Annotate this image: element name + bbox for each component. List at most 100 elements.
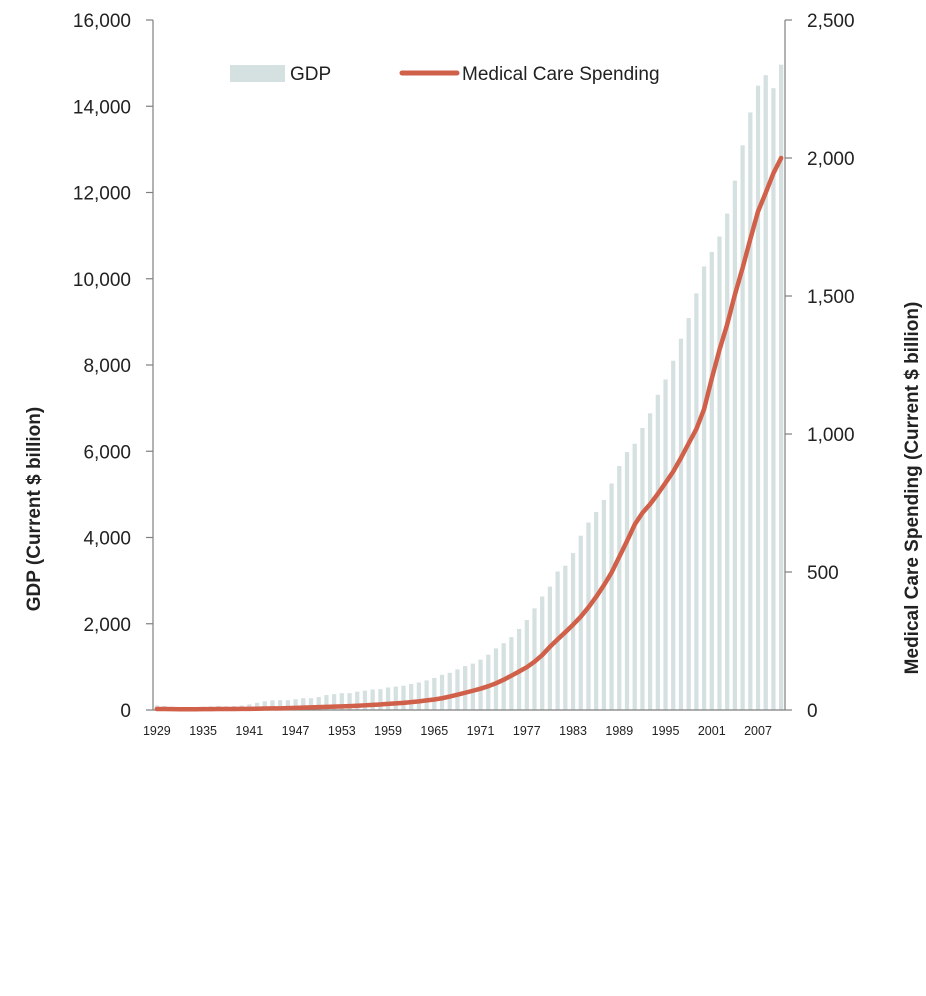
gdp-bar [463,666,468,710]
gdp-bar [308,698,314,710]
medical-care-line [154,155,784,712]
gdp-bar [347,693,352,710]
gdp-bar [709,251,714,710]
gdp-bar [393,686,398,710]
gdp-bar [725,213,730,710]
gdp-bar [416,682,422,710]
y-left-tick-label: 12,000 [73,184,131,205]
gdp-bar [671,360,676,710]
x-tick-label: 1977 [513,724,541,738]
y-axis-right-title: Medical Care Spending (Current $ billion… [902,302,923,675]
gdp-bar [355,691,360,710]
gdp-bar [254,702,260,710]
legend: GDP Medical Care Spending [230,64,660,85]
gdp-bar [663,379,668,710]
gdp-bar [324,695,329,710]
y-right-tick-label: 1,500 [807,287,855,308]
gdp-bar [578,535,583,710]
y-right-tick-label: 2,500 [807,11,855,32]
gdp-bar [632,443,637,710]
gdp-bar [455,669,460,710]
legend-medical-care-label: Medical Care Spending [462,64,660,85]
gdp-bar [717,236,722,710]
gdp-bar [293,699,298,710]
x-tick-label: 1953 [328,724,356,738]
x-tick-label: 1959 [374,724,402,738]
y-left-tick-label: 4,000 [83,529,131,550]
x-tick-label: 1929 [143,724,171,738]
gdp-bar [586,522,591,710]
gdp-bar [732,180,738,710]
gdp-bar [594,512,599,710]
gdp-bar [424,680,429,710]
y-right-tick-label: 1,000 [807,425,855,446]
gdp-bar [609,483,614,710]
gdp-bar [278,700,283,710]
gdp-bar [763,75,768,711]
gdp-bar [655,394,660,710]
gdp-bar [701,266,707,710]
gdp-bar [332,694,337,710]
gdp-bar [285,700,290,710]
x-tick-label: 1971 [467,724,495,738]
gdp-bar [755,85,761,710]
y-axis-left-title: GDP (Current $ billion) [24,407,45,611]
gdp-bar [486,654,491,710]
y-right-tick-label: 0 [807,701,818,722]
gdp-bar [570,553,576,710]
gdp-bar [640,428,645,710]
x-tick-label: 1995 [652,724,680,738]
y-left-tick-label: 14,000 [73,97,131,118]
gdp-bar [301,698,306,710]
gdp-bar [648,413,653,710]
y-right-tick-label: 2,000 [807,149,855,170]
gdp-bar [470,663,475,710]
y-left-tick-label: 2,000 [83,615,131,636]
y-left-tick-label: 10,000 [73,270,131,291]
x-tick-label: 1965 [420,724,448,738]
x-tick-label: 2001 [698,724,726,738]
gdp-bar [362,690,368,710]
x-tick-label: 1947 [282,724,310,738]
gdp-bar [262,701,267,710]
x-tick-label: 1983 [559,724,587,738]
gdp-bar [432,677,437,710]
x-tick-label: 1935 [189,724,217,738]
gdp-bar [601,499,606,710]
gdp-bar [686,318,691,710]
gdp-bar [617,466,622,710]
gdp-bar [378,689,383,710]
legend-gdp-swatch [230,65,285,82]
gdp-bar [678,338,684,710]
gdp-bar [771,88,776,711]
gdp-bar [493,648,499,710]
gdp-bar [401,685,406,710]
gdp-bar [385,687,391,710]
gdp-bar [409,683,414,710]
legend-gdp-label: GDP [290,64,331,85]
x-axis-tick-labels: 1929 1935 1941 1947 1953 1959 1965 1971 1977 1983… [143,724,772,738]
y-right-tick-label: 500 [807,563,839,584]
medical-care-line-group [154,155,784,712]
gdp-bar [478,659,483,710]
gdp-bar [447,672,452,710]
gdp-bar [270,700,275,710]
x-tick-label: 1941 [235,724,263,738]
x-tick-label: 2007 [744,724,772,738]
y-left-tick-label: 6,000 [83,442,131,463]
gdp-bar [624,452,630,710]
y-left-tick-label: 8,000 [83,356,131,377]
gdp-bar [339,693,344,710]
x-tick-label: 1989 [605,724,633,738]
gdp-bar [694,293,699,710]
gdp-bar [563,565,568,710]
axes: 0 2,000 4,000 6,000 8,000 10,000 12,000 14,000 1… [73,11,855,722]
gdp-bar [740,145,745,710]
gdp-bar [439,674,445,710]
gdp-bars [154,64,784,711]
gdp-bar [779,64,784,711]
gdp-bar [501,643,506,710]
gdp-bar [316,697,321,710]
